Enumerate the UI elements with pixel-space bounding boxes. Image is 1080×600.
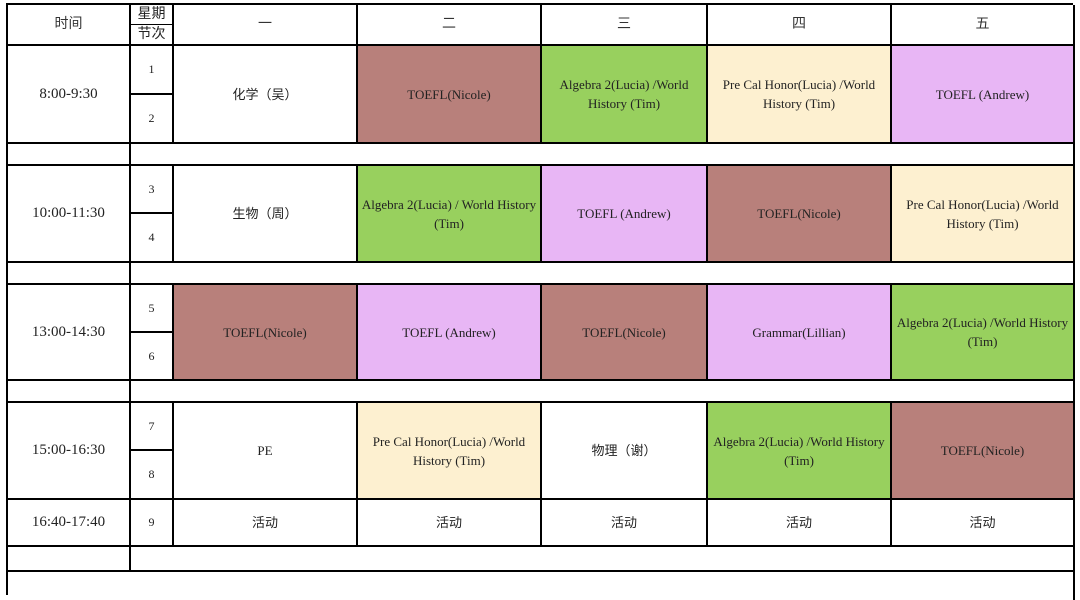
time-slot: 15:00-16:30 [8,403,131,500]
day-header-wed: 三 [542,5,708,46]
class-cell: 生物（周） [174,166,358,263]
class-cell: TOEFL(Nicole) [174,285,358,381]
period-number: 5 [131,285,174,333]
break-row [131,263,1075,285]
time-slot: 13:00-14:30 [8,285,131,381]
weekday-period-header: 星期 节次 [131,5,174,46]
class-cell: PE [174,403,358,500]
timetable: 时间 星期 节次 一 二 三 四 五 8:00-9:30 1 2 化学（吴） T… [6,3,1075,600]
break-row-time [8,381,131,403]
activity-cell: 活动 [174,500,358,547]
period-number: 9 [131,500,174,547]
period-label: 节次 [137,27,166,42]
break-row-time [8,263,131,285]
period-number: 8 [131,451,174,500]
bottom-row [8,572,1075,600]
class-cell: TOEFL(Nicole) [542,285,708,381]
time-slot: 16:40-17:40 [8,500,131,547]
class-cell: Pre Cal Honor(Lucia) /World History (Tim… [358,403,542,500]
day-header-thu: 四 [708,5,892,46]
time-header: 时间 [8,5,131,46]
class-cell: Algebra 2(Lucia) / World History (Tim) [358,166,542,263]
time-slot: 10:00-11:30 [8,166,131,263]
break-row [131,381,1075,403]
weekday-label: 星期 [131,5,172,25]
class-cell: TOEFL(Nicole) [358,46,542,144]
class-cell: TOEFL(Nicole) [892,403,1075,500]
class-cell: 物理（谢） [542,403,708,500]
class-cell: Algebra 2(Lucia) /World History (Tim) [708,403,892,500]
activity-cell: 活动 [708,500,892,547]
class-cell: TOEFL (Andrew) [358,285,542,381]
activity-cell: 活动 [892,500,1075,547]
period-number: 4 [131,214,174,263]
class-cell: Pre Cal Honor(Lucia) /World History (Tim… [892,166,1075,263]
class-cell: TOEFL (Andrew) [892,46,1075,144]
break-row-time [8,144,131,166]
time-slot: 8:00-9:30 [8,46,131,144]
period-number: 7 [131,403,174,451]
break-row-time [8,547,131,572]
class-cell: Pre Cal Honor(Lucia) /World History (Tim… [708,46,892,144]
class-cell: Grammar(Lillian) [708,285,892,381]
class-cell: Algebra 2(Lucia) /World History (Tim) [892,285,1075,381]
class-cell: TOEFL(Nicole) [708,166,892,263]
activity-cell: 活动 [542,500,708,547]
break-row [131,547,1075,572]
period-number: 1 [131,46,174,95]
activity-cell: 活动 [358,500,542,547]
period-number: 6 [131,333,174,381]
class-cell: Algebra 2(Lucia) /World History (Tim) [542,46,708,144]
class-cell: 化学（吴） [174,46,358,144]
day-header-mon: 一 [174,5,358,46]
day-header-tue: 二 [358,5,542,46]
break-row [131,144,1075,166]
period-number: 3 [131,166,174,214]
period-number: 2 [131,95,174,144]
class-cell: TOEFL (Andrew) [542,166,708,263]
day-header-fri: 五 [892,5,1075,46]
